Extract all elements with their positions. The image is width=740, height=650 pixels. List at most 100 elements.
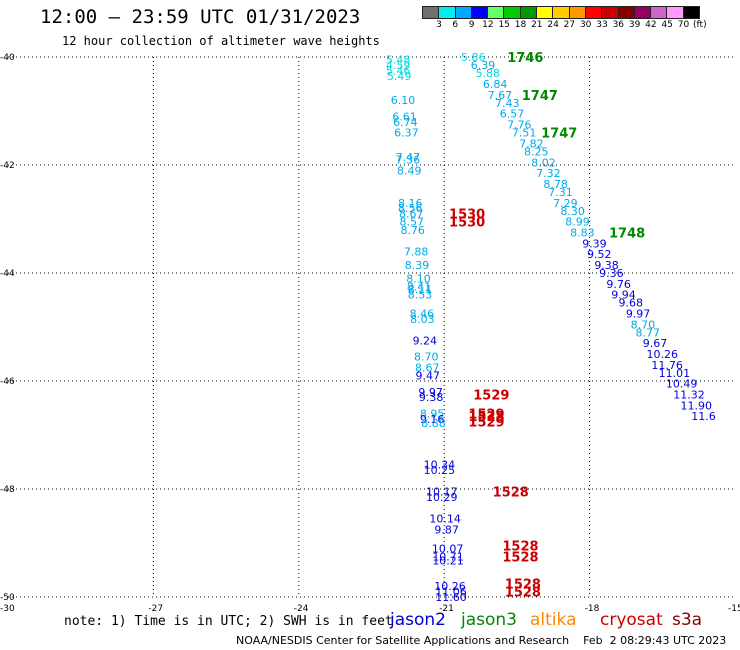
swh-value-label: 11.32 [673,389,705,402]
legend-altika: altika [530,610,577,630]
pass-time-label: 1528 [493,486,529,501]
x-tick-label: -24 [294,604,309,614]
swh-value-label: 5.49 [387,70,412,83]
color-scale-label: 70 [677,20,690,30]
legend-row: note: 1) Time is in UTC; 2) SWH is in fe… [0,610,740,632]
pass-time-label: 1528 [502,540,538,555]
color-scale-label: 15 [498,20,510,30]
swh-value-label: 8.57 [399,216,424,229]
swh-value-label: 8.39 [405,259,430,272]
color-scale-label: 9 [468,20,475,30]
swh-value-label: 5.46 [386,65,411,78]
x-tick-label: -15 [728,604,740,614]
swh-value-label: 8.70 [631,318,656,331]
pass-time-label: 1528 [505,586,541,601]
swh-value-label: 9.36 [599,267,624,280]
swh-value-label: 7.47 [396,151,421,164]
swh-value-label: 7.36 [396,154,421,167]
swh-value-label: 9.87 [434,524,459,537]
color-scale-label: 18 [514,20,527,30]
swh-value-label: 8.88 [421,417,446,430]
swh-value-label: 10.71 [432,551,464,564]
swh-value-label: 7.31 [548,186,573,199]
swh-value-label: 5.86 [461,51,486,64]
swh-value-label: 8.67 [399,208,424,221]
swh-value-label: 8.11 [408,283,433,296]
pass-time-label: 1530 [449,208,485,223]
swh-value-label: 4.59 [386,59,411,72]
swh-value-label: 8.78 [543,178,568,191]
swh-value-label: 10.25 [424,464,456,477]
color-scale-swatches [422,6,701,19]
color-scale-label: 21 [531,20,543,30]
swh-value-label: 9.52 [587,248,612,261]
pass-time-label: 1529 [468,407,504,422]
pass-time-label: 1528 [502,551,538,566]
swh-value-label: 11.60 [435,591,467,604]
swh-value-label: 7.76 [507,119,532,132]
swh-value-label: 9.97 [418,386,443,399]
color-scale-label: 24 [547,20,559,30]
swh-value-label: 6.84 [483,78,508,91]
footer-credit: NOAA/NESDIS Center for Satellite Applica… [236,634,727,647]
swh-value-label: 8.30 [560,205,585,218]
legend-jason3: jason3 [461,610,517,630]
swh-value-label: 8.99 [565,216,590,229]
swh-value-label: 10.49 [666,378,698,391]
color-scale-label: 3 [436,20,442,30]
x-tick-label: -18 [585,604,600,614]
y-tick-label: -44 [0,269,15,279]
color-scale-label: 33 [596,20,608,30]
swh-value-label: 9.24 [413,335,438,348]
pass-time-label: 1530 [449,216,485,231]
swh-value-label: 11.6 [691,410,716,423]
swh-value-label: 8.41 [407,281,432,294]
swh-value-label: 8.95 [420,407,445,420]
x-tick-label: -21 [439,604,454,614]
y-tick-label: -40 [0,53,15,63]
swh-value-label: 8.25 [524,146,549,159]
swh-value-label: 11.90 [680,399,712,412]
pass-time-label: 1528 [505,578,541,593]
legend-jason2: jason2 [390,610,446,630]
legend-s3a: s3a [672,610,703,630]
pass-time-label: 1528 [468,410,504,425]
note-text: note: 1) Time is in UTC; 2) SWH is in fe… [64,614,393,629]
swh-value-label: 7.67 [488,89,513,102]
swh-value-label: 6.61 [392,110,417,123]
x-tick-label: -30 [0,604,15,614]
swh-value-label: 8.10 [406,272,431,285]
pass-time-label: 1746 [507,51,543,66]
color-scale-label: 6 [452,20,459,30]
swh-value-label: 10.07 [432,542,464,555]
swh-value-label: 6.57 [500,108,525,121]
swh-value-label: 8.53 [408,289,433,302]
swh-value-label: 9.38 [594,259,619,272]
swh-value-label: 8.83 [570,227,595,240]
swh-value-label: 10.21 [432,554,464,567]
legend-cryosat: cryosat [600,610,663,630]
swh-value-label: 7.43 [495,97,520,110]
y-tick-label: -48 [0,485,15,495]
swh-value-label: 9.39 [582,237,607,250]
swh-value-label: 6.37 [394,127,419,140]
swh-value-label: 10.26 [647,348,679,361]
color-scale-label: 36 [612,20,625,30]
x-tick-label: -27 [148,604,163,614]
swh-value-label: 9.47 [415,370,440,383]
page-subtitle: 12 hour collection of altimeter wave hei… [62,34,380,48]
swh-value-label: 9.68 [619,297,644,310]
swh-value-label: 7.29 [553,197,578,210]
pass-time-label: 1747 [541,127,577,142]
swh-value-label: 9.94 [611,289,636,302]
swh-value-label: 11.01 [659,367,691,380]
pass-time-label: 1529 [473,389,509,404]
y-tick-label: -46 [0,377,15,387]
swh-value-label: 9.97 [626,308,651,321]
swh-value-label: 8.56 [398,202,423,215]
swh-value-label: 8.03 [410,313,435,326]
swh-value-label: 11.06 [435,586,467,599]
swh-value-label: 8.77 [636,326,661,339]
color-scale-labels: 3 6 9 12 15 18 21 24 27 30 33 36 39 42 45 70 (ft) [422,19,706,33]
